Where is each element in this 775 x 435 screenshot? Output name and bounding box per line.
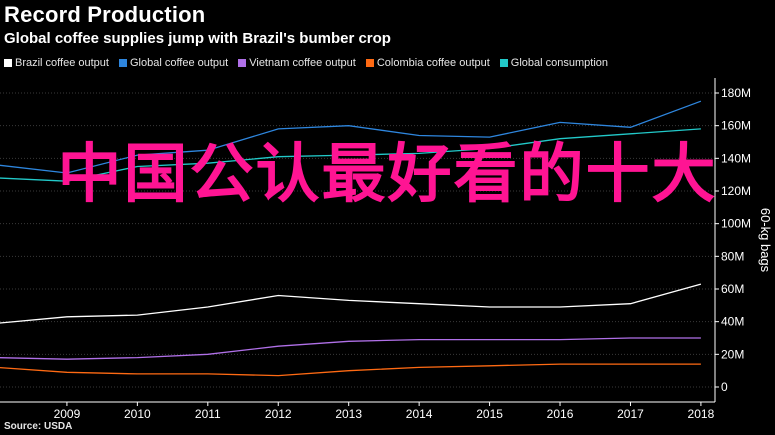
legend-label: Global coffee output [129, 57, 229, 69]
y-tick-label: 80M [721, 249, 744, 263]
legend-label: Vietnam coffee output [249, 57, 356, 69]
y-tick-label: 160M [721, 119, 751, 133]
y-tick-label: 60M [721, 282, 744, 296]
source-note: Source: USDA [4, 421, 73, 432]
series-line [0, 100, 702, 174]
y-tick-label: 40M [721, 315, 744, 329]
y-tick-label: 140M [721, 151, 751, 165]
legend-item: Global consumption [499, 57, 609, 69]
y-axis-label: 60-kg bags [758, 208, 773, 273]
y-tick-label: 100M [721, 217, 751, 231]
x-tick-label: 2018 [688, 407, 715, 421]
y-tick-label: 180M [721, 86, 751, 100]
y-tick-label: 20M [721, 347, 744, 361]
x-tick-label: 2016 [547, 407, 574, 421]
x-tick-label: 2013 [335, 407, 362, 421]
x-tick-label: 2011 [195, 407, 221, 421]
legend-swatch [118, 59, 127, 67]
chart-title: Record Production [4, 2, 206, 27]
x-tick-label: 2017 [617, 407, 644, 421]
legend-swatch [4, 59, 12, 67]
chart-subtitle: Global coffee supplies jump with Brazil'… [4, 30, 391, 47]
series-line [0, 363, 701, 377]
legend-item: Colombia coffee output [365, 57, 490, 69]
x-tick-label: 2015 [476, 407, 503, 421]
y-tick-label: 120M [721, 184, 751, 198]
legend-swatch [365, 59, 374, 67]
series-line [0, 337, 701, 360]
y-tick-label: 0 [721, 380, 728, 394]
series-line [0, 128, 701, 182]
legend-label: Brazil coffee output [15, 57, 109, 69]
x-tick-label: 2012 [265, 407, 292, 421]
x-tick-label: 2014 [406, 407, 433, 421]
legend-item: Brazil coffee output [4, 57, 109, 69]
legend-label: Global consumption [510, 57, 609, 69]
legend-swatch [499, 59, 508, 67]
chart-legend: Brazil coffee output Global coffee output… [4, 57, 608, 69]
x-tick-label: 2010 [124, 407, 151, 421]
overlay-watermark-text: 中国公认最好看的十大 [57, 138, 718, 212]
x-tick-label: 2009 [54, 407, 81, 421]
series-line [0, 283, 702, 324]
legend-swatch [238, 59, 247, 67]
legend-item: Global coffee output [118, 57, 229, 69]
legend-label: Colombia coffee output [376, 57, 490, 69]
legend-item: Vietnam coffee output [238, 57, 356, 69]
